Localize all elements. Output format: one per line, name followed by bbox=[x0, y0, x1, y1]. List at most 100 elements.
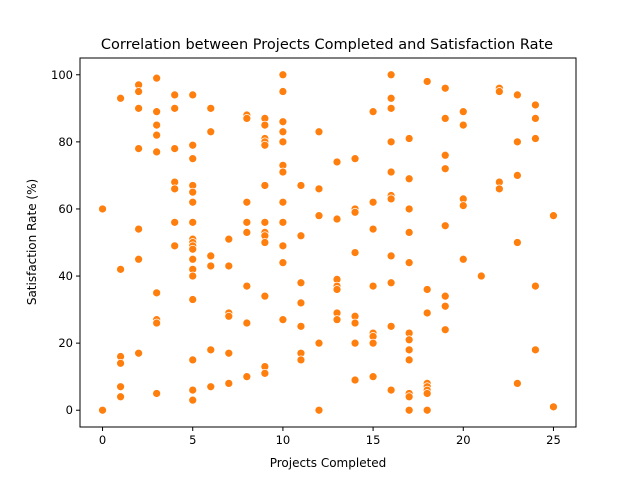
data-point bbox=[386, 385, 396, 395]
data-point bbox=[404, 335, 414, 345]
data-point bbox=[224, 348, 234, 358]
data-point bbox=[296, 278, 306, 288]
data-point bbox=[531, 100, 540, 110]
data-point bbox=[260, 291, 270, 301]
data-point bbox=[260, 181, 270, 190]
data-point bbox=[278, 315, 288, 325]
data-point bbox=[404, 355, 414, 365]
data-point bbox=[278, 258, 288, 268]
data-point bbox=[404, 392, 414, 402]
data-point bbox=[260, 140, 270, 150]
data-point bbox=[350, 154, 360, 164]
data-point bbox=[152, 147, 162, 157]
x-tick-label: 5 bbox=[189, 433, 196, 447]
data-point bbox=[278, 70, 288, 80]
data-point bbox=[386, 93, 396, 103]
data-point bbox=[386, 278, 396, 288]
x-tick-label: 20 bbox=[456, 433, 471, 447]
data-point bbox=[188, 355, 198, 365]
data-point bbox=[440, 325, 450, 335]
data-point bbox=[404, 174, 414, 184]
data-point bbox=[188, 271, 198, 281]
data-point bbox=[440, 114, 450, 123]
plot-frame bbox=[79, 57, 577, 428]
data-point bbox=[188, 140, 198, 150]
data-point bbox=[332, 157, 342, 167]
data-point bbox=[278, 127, 288, 137]
data-point bbox=[440, 150, 450, 160]
y-axis-ticks: 0 20 40 60 80 100 bbox=[51, 68, 80, 417]
data-point bbox=[422, 285, 432, 294]
points-layer bbox=[98, 70, 558, 415]
data-point bbox=[314, 184, 324, 194]
data-point bbox=[531, 114, 540, 123]
data-point bbox=[458, 201, 468, 210]
data-point bbox=[440, 164, 450, 174]
data-point bbox=[513, 137, 522, 147]
data-point bbox=[386, 103, 396, 113]
data-point bbox=[170, 217, 180, 227]
data-point bbox=[134, 224, 143, 234]
data-point bbox=[152, 107, 162, 117]
data-point bbox=[368, 107, 378, 117]
data-point bbox=[314, 405, 324, 415]
data-point bbox=[134, 254, 143, 264]
x-tick-label: 0 bbox=[99, 433, 106, 447]
data-point bbox=[206, 127, 216, 137]
data-point bbox=[188, 90, 198, 100]
data-point bbox=[404, 134, 414, 143]
data-point bbox=[404, 345, 414, 355]
data-point bbox=[386, 70, 396, 80]
x-tick-label: 10 bbox=[276, 433, 291, 447]
data-point bbox=[134, 348, 143, 358]
data-point bbox=[513, 238, 522, 247]
data-point bbox=[260, 217, 270, 227]
data-point bbox=[260, 238, 270, 247]
data-point bbox=[242, 197, 252, 207]
data-point bbox=[116, 392, 125, 402]
data-point bbox=[170, 103, 180, 113]
data-point bbox=[188, 244, 198, 254]
data-point bbox=[494, 87, 504, 96]
data-point bbox=[476, 271, 486, 281]
data-point bbox=[296, 231, 306, 241]
data-point bbox=[440, 301, 450, 311]
x-tick-label: 25 bbox=[546, 433, 561, 447]
data-point bbox=[278, 117, 288, 127]
data-point bbox=[458, 107, 468, 117]
data-point bbox=[350, 248, 360, 257]
data-point bbox=[152, 120, 162, 130]
data-point bbox=[531, 281, 540, 291]
data-point bbox=[206, 251, 216, 261]
data-point bbox=[386, 194, 396, 204]
data-point bbox=[188, 395, 198, 405]
data-point bbox=[188, 217, 198, 227]
data-point bbox=[242, 114, 252, 123]
data-point bbox=[296, 321, 306, 331]
data-point bbox=[116, 358, 125, 368]
data-point bbox=[116, 264, 125, 274]
y-tick-label: 0 bbox=[66, 403, 73, 417]
data-point bbox=[134, 87, 143, 96]
data-point bbox=[188, 154, 198, 164]
data-point bbox=[513, 90, 522, 100]
data-point bbox=[224, 311, 234, 321]
data-point bbox=[224, 234, 234, 244]
data-point bbox=[314, 127, 324, 137]
data-point bbox=[188, 187, 198, 197]
data-point bbox=[350, 318, 360, 328]
data-point bbox=[314, 211, 324, 221]
chart-title: Correlation between Projects Completed a… bbox=[101, 37, 553, 53]
data-point bbox=[404, 405, 414, 415]
data-point bbox=[458, 254, 468, 264]
data-point bbox=[350, 207, 360, 217]
data-point bbox=[278, 87, 288, 96]
y-tick-label: 40 bbox=[58, 269, 73, 283]
data-point bbox=[368, 338, 378, 348]
data-point bbox=[549, 211, 558, 221]
y-tick-label: 80 bbox=[58, 135, 73, 149]
data-point bbox=[170, 184, 180, 194]
data-point bbox=[152, 389, 162, 398]
data-point bbox=[278, 167, 288, 177]
